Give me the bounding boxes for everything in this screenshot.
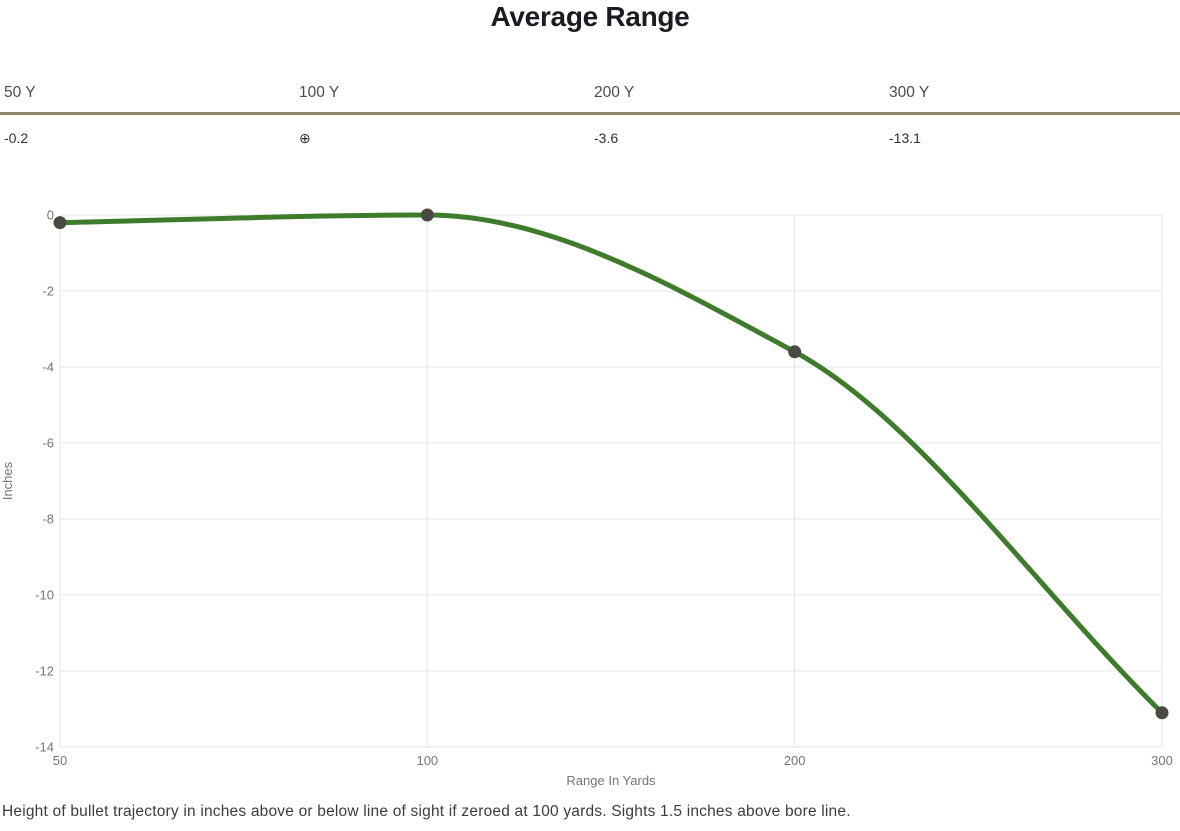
range-summary-table: 50 Y 100 Y 200 Y 300 Y -0.2 ⊕ -3.6 -13.1: [0, 84, 1180, 146]
y-axis-tick-label: -4: [42, 360, 54, 375]
y-axis-tick-label: -12: [35, 664, 54, 679]
range-header-100-y: 100 Y: [299, 84, 340, 101]
data-point-50yd[interactable]: [53, 216, 67, 230]
y-axis-tick-label: 0: [47, 208, 54, 223]
y-axis-tick-label: -8: [42, 512, 54, 527]
x-axis-tick-label: 100: [416, 753, 438, 768]
x-axis-tick-label: 200: [784, 753, 806, 768]
range-header-200-y: 200 Y: [594, 84, 635, 101]
chart-footnote: Height of bullet trajectory in inches ab…: [2, 803, 851, 820]
data-point-200yd[interactable]: [788, 345, 802, 359]
x-axis-tick-label: 50: [53, 753, 67, 768]
y-axis-tick-label: -14: [35, 740, 54, 755]
x-axis-title: Range In Yards: [566, 773, 656, 788]
y-axis-tick-label: -2: [42, 284, 54, 299]
x-axis-tick-label: 300: [1151, 753, 1173, 768]
page-title: Average Range: [490, 1, 690, 32]
range-table-header-row: 50 Y 100 Y 200 Y 300 Y: [0, 84, 1180, 115]
data-point-100yd[interactable]: [420, 208, 434, 222]
range-header-300-y: 300 Y: [889, 84, 930, 101]
range-header-50-y: 50 Y: [4, 84, 36, 101]
zero-crosshair-icon: ⊕: [299, 130, 311, 146]
y-axis-title: Inches: [0, 461, 15, 500]
range-table-values-row: -0.2 ⊕ -3.6 -13.1: [0, 115, 1180, 146]
trajectory-line: [59, 212, 1164, 715]
range-drop-value: -13.1: [889, 130, 921, 146]
range-drop-value: -3.6: [594, 130, 619, 146]
y-axis-tick-label: -10: [35, 588, 54, 603]
y-axis-tick-label: -6: [42, 436, 54, 451]
range-drop-value: -0.2: [4, 130, 29, 146]
data-point-300yd[interactable]: [1155, 706, 1169, 720]
